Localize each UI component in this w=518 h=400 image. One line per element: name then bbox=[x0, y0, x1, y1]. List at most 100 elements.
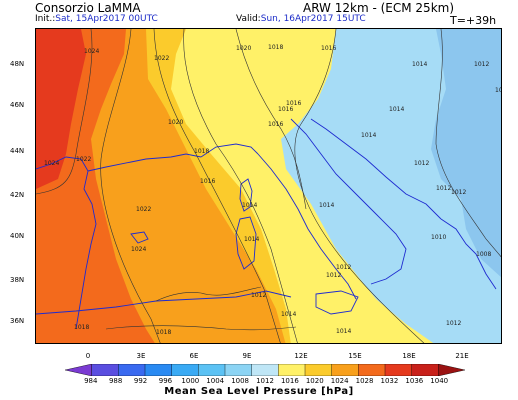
coast-italy-west bbox=[257, 153, 357, 300]
lon-label-15e: 15E bbox=[348, 352, 362, 360]
isobar-label: 1012 bbox=[251, 292, 266, 299]
colorbar-segment bbox=[331, 364, 360, 376]
colorbar-tick-label: 984 bbox=[84, 377, 98, 385]
isobar-label: 1022 bbox=[76, 156, 91, 163]
coastlines bbox=[36, 118, 497, 330]
colorbar-tick-label: 1024 bbox=[330, 377, 349, 385]
colorbar-segment bbox=[198, 364, 226, 376]
colorbar-segment bbox=[278, 364, 306, 376]
isobar-label: 1022 bbox=[136, 206, 151, 213]
isobar-label: 1016 bbox=[278, 106, 293, 113]
isobar-label: 1024 bbox=[44, 160, 59, 167]
band-red bbox=[36, 29, 86, 189]
isobar-label: 1012 bbox=[451, 189, 466, 196]
lat-label-36n: 36N bbox=[10, 317, 25, 325]
isobar-line bbox=[36, 29, 93, 195]
isobar-label: 1012 bbox=[326, 272, 341, 279]
colorbar bbox=[65, 364, 465, 376]
isobar-label: 1014 bbox=[336, 328, 351, 335]
isobar-label: 1016 bbox=[321, 45, 336, 52]
isobar-label: 1012 bbox=[414, 160, 429, 167]
lon-label-0: 0 bbox=[85, 352, 91, 360]
band-mid-blue bbox=[431, 29, 501, 278]
isobar-line bbox=[100, 29, 161, 343]
isobar-label: 1016 bbox=[200, 178, 215, 185]
isobar-label: 1018 bbox=[74, 324, 89, 331]
coast-ligurian bbox=[200, 143, 259, 158]
colorbar-segment bbox=[171, 364, 200, 376]
isobar-line bbox=[153, 29, 281, 343]
coast-france bbox=[87, 153, 202, 172]
colorbar-tick-label: 1020 bbox=[305, 377, 324, 385]
isobar-label: 1014 bbox=[389, 106, 404, 113]
colorbar-segment bbox=[118, 364, 146, 376]
isobar-label: 1012 bbox=[436, 185, 451, 192]
isobar-label: 1014 bbox=[412, 61, 427, 68]
lat-label-48n: 48N bbox=[10, 60, 25, 68]
isobar-line bbox=[105, 325, 297, 331]
colorbar-tick-label: 1000 bbox=[181, 377, 200, 385]
pressure-map-svg: 1024 1022 1020 1018 1016 1014 1012 10 10 … bbox=[36, 29, 502, 343]
coast-adriatic-east bbox=[310, 118, 442, 220]
pressure-map: 1024 1022 1020 1018 1016 1014 1012 10 10 … bbox=[35, 28, 502, 344]
isobar-label: 1020 bbox=[236, 45, 251, 52]
colorbar-segment bbox=[91, 364, 120, 376]
lat-label-44n: 44N bbox=[10, 147, 25, 155]
model-title: ARW 12km - (ECM 25km) bbox=[303, 1, 455, 15]
isobar-labels: 1024 1022 1020 1018 1016 1014 1012 10 10 … bbox=[44, 44, 502, 336]
colorbar-tick-label: 1028 bbox=[355, 377, 374, 385]
lon-label-12e: 12E bbox=[294, 352, 308, 360]
isobar-label: 1010 bbox=[431, 234, 446, 241]
init-line: Init.:Sat, 15Apr2017 00UTC bbox=[35, 14, 158, 24]
lon-label-21e: 21E bbox=[455, 352, 469, 360]
isobar-line bbox=[183, 29, 298, 343]
isobar-label: 1008 bbox=[476, 251, 491, 258]
isobar-label: 1016 bbox=[268, 121, 283, 128]
colorbar-segment bbox=[224, 364, 253, 376]
app-title: Consorzio LaMMA bbox=[35, 1, 141, 15]
init-value: Sat, 15Apr2017 00UTC bbox=[55, 14, 158, 24]
isobars bbox=[36, 29, 501, 343]
colorbar-tick-label: 1032 bbox=[380, 377, 399, 385]
colorbar-segment bbox=[144, 364, 173, 376]
isobar-label: 1012 bbox=[336, 264, 351, 271]
colorbar-segment bbox=[438, 364, 465, 376]
lat-label-42n: 42N bbox=[10, 191, 25, 199]
isobar-label: 1014 bbox=[281, 311, 296, 318]
valid-line: Valid:Sun, 16Apr2017 15UTC bbox=[236, 14, 366, 24]
lat-label-40n: 40N bbox=[10, 232, 25, 240]
isobar-label: 1014 bbox=[319, 202, 334, 209]
coast-sardinia bbox=[235, 216, 257, 270]
isobar-label: 1012 bbox=[474, 61, 489, 68]
isobar-line bbox=[155, 286, 262, 302]
valid-label: Valid: bbox=[236, 14, 261, 24]
isobar-label: 1018 bbox=[156, 329, 171, 336]
isobar-label: 1012 bbox=[446, 320, 461, 327]
colorbar-segment bbox=[384, 364, 413, 376]
colorbar-tick-label: 988 bbox=[108, 377, 123, 385]
isobar-label: 1024 bbox=[131, 246, 146, 253]
colorbar-segment bbox=[358, 364, 386, 376]
lon-label-3e: 3E bbox=[136, 352, 146, 360]
isobar-label: 1018 bbox=[194, 148, 209, 155]
isobar-label: 1016 bbox=[286, 100, 301, 107]
coast-italy-east bbox=[290, 118, 407, 285]
valid-value: Sun, 16Apr2017 15UTC bbox=[260, 14, 366, 24]
coast-north-africa bbox=[36, 290, 292, 315]
isobar-label: 1014 bbox=[242, 202, 257, 209]
lon-label-6e: 6E bbox=[189, 352, 199, 360]
isobar-line bbox=[435, 29, 501, 258]
coast-balearic bbox=[130, 231, 149, 244]
isobar-line bbox=[235, 29, 307, 210]
colorbar-segment bbox=[411, 364, 440, 376]
forecast-step: T=+39h bbox=[450, 14, 497, 27]
coast-corsica bbox=[239, 178, 253, 212]
coast-balkans bbox=[440, 218, 497, 290]
colorbar-segment bbox=[304, 364, 333, 376]
colorbar-segment bbox=[251, 364, 280, 376]
colorbar-tick-label: 1004 bbox=[206, 377, 225, 385]
isobar-label: 1010 bbox=[495, 87, 502, 94]
lat-label-38n: 38N bbox=[10, 276, 25, 284]
coast-iberia bbox=[36, 156, 97, 330]
colorbar-tick-label: 1036 bbox=[405, 377, 424, 385]
